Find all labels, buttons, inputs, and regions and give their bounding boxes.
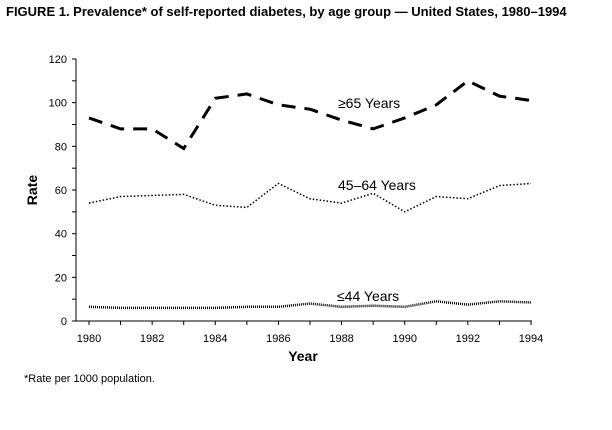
series-label: ≥65 Years bbox=[338, 95, 400, 111]
y-tick-label: 20 bbox=[55, 272, 67, 284]
y-tick-label: 100 bbox=[49, 98, 67, 110]
x-tick-label: 1982 bbox=[140, 333, 164, 345]
x-tick-label: 1984 bbox=[203, 333, 227, 345]
chart-title: FIGURE 1. Prevalence* of self-reported d… bbox=[6, 4, 567, 19]
y-axis-label: Rate bbox=[24, 175, 40, 206]
series-line-1 bbox=[88, 182, 532, 213]
y-tick-label: 0 bbox=[61, 316, 67, 328]
y-tick-label: 80 bbox=[55, 141, 67, 153]
x-axis-label: Year bbox=[288, 348, 318, 364]
series-label: ≤44 Years bbox=[337, 288, 399, 304]
y-tick-label: 120 bbox=[49, 54, 67, 66]
series-line-2 bbox=[88, 300, 532, 310]
x-tick-label: 1990 bbox=[392, 333, 416, 345]
series-label: 45–64 Years bbox=[338, 177, 416, 193]
x-tick-label: 1992 bbox=[456, 333, 480, 345]
x-tick-label: 1988 bbox=[329, 333, 353, 345]
x-tick-label: 1986 bbox=[266, 333, 290, 345]
x-tick-label: 1994 bbox=[519, 333, 543, 345]
footnote: *Rate per 1000 population. bbox=[24, 373, 155, 385]
x-tick-label: 1980 bbox=[77, 333, 101, 345]
y-tick-label: 40 bbox=[55, 229, 67, 241]
series-line-0 bbox=[88, 79, 532, 151]
y-tick-label: 60 bbox=[55, 185, 67, 197]
